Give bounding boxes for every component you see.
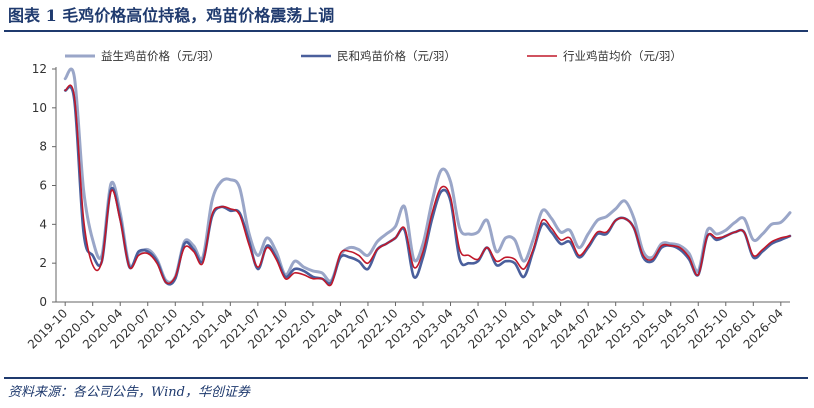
series-line-2 [63,85,792,286]
legend-label-1: 益生鸡苗价格（元/羽） [101,49,220,63]
y-tick-label: 4 [39,217,47,231]
legend: 益生鸡苗价格（元/羽） 民和鸡苗价格（元/羽） 行业鸡苗均价（元/羽） [65,49,682,63]
line-chart: 0 2 4 6 8 10 12 2019-102020-012020-042020-0720… [25,49,792,352]
y-tick-label: 8 [39,140,47,154]
y-tick-label: 12 [32,62,47,76]
legend-label-3: 行业鸡苗均价（元/羽） [563,49,682,63]
legend-label-2: 民和鸡苗价格（元/羽） [337,49,456,63]
y-tick-label: 0 [39,295,47,309]
series-lines [63,67,792,287]
y-tick-label: 2 [39,256,47,270]
figure-title: 图表 1 毛鸡价格高位持稳，鸡苗价格震荡上调 [8,6,335,25]
y-axis: 0 2 4 6 8 10 12 [32,62,57,309]
y-tick-label: 10 [32,101,47,115]
series-line-3 [64,84,791,287]
source-rule [4,377,808,379]
source-note: 资料来源：各公司公告，Wind，华创证券 [8,385,250,400]
y-tick-label: 6 [39,179,47,193]
x-axis: 2019-102020-012020-042020-072020-102021-… [25,301,790,352]
title-rule [4,30,808,32]
